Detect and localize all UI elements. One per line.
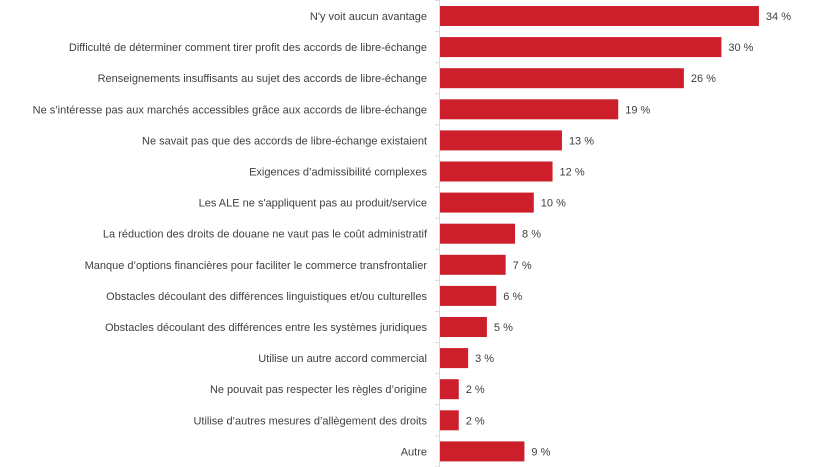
- category-label: Manque d’options financières pour facili…: [85, 260, 428, 272]
- category-label: Ne pouvait pas respecter les règles d’or…: [210, 384, 427, 396]
- category-label: La réduction des droits de douane ne vau…: [103, 229, 428, 241]
- data-label: 30 %: [728, 42, 753, 54]
- data-label: 5 %: [494, 322, 513, 334]
- bar: [440, 317, 487, 337]
- category-label: Renseignements insuffisants au sujet des…: [98, 73, 427, 85]
- category-label: Exigences d’admissibilité complexes: [249, 167, 427, 179]
- bar: [440, 254, 506, 275]
- category-label: Obstacles découlant des différences entr…: [105, 322, 428, 334]
- bar: [440, 161, 553, 182]
- bar: [440, 348, 469, 369]
- bar: [440, 99, 619, 120]
- bar: [440, 37, 722, 58]
- data-label: 8 %: [522, 229, 541, 241]
- bar: [440, 223, 516, 244]
- data-label: 12 %: [560, 167, 585, 179]
- category-label: Obstacles découlant des différences ling…: [106, 291, 427, 303]
- data-label: 2 %: [466, 384, 485, 396]
- category-label: Utilise un autre accord commercial: [258, 353, 427, 365]
- category-label: Difficulté de déterminer comment tirer p…: [69, 42, 427, 54]
- data-label: 34 %: [766, 11, 791, 23]
- bar: [440, 68, 684, 89]
- bar: [440, 192, 534, 213]
- bar: [440, 379, 459, 400]
- data-label: 26 %: [691, 73, 716, 85]
- category-label: Utilise d’autres mesures d’allègement de…: [193, 415, 427, 427]
- bar: [440, 410, 459, 431]
- category-label: N'y voit aucun avantage: [310, 11, 427, 23]
- category-label: Les ALE ne s'appliquent pas au produit/s…: [199, 198, 427, 210]
- category-label: Ne savait pas que des accords de libre-é…: [142, 135, 427, 147]
- data-label: 19 %: [625, 104, 650, 116]
- bar: [440, 130, 562, 151]
- data-label: 6 %: [503, 291, 522, 303]
- bar: [440, 285, 497, 306]
- category-label: Ne s’intéresse pas aux marchés accessibl…: [33, 104, 427, 116]
- bar: [440, 6, 759, 26]
- data-label: 3 %: [475, 353, 494, 365]
- data-label: 2 %: [466, 415, 485, 427]
- data-label: 7 %: [513, 260, 532, 272]
- data-label: 10 %: [541, 198, 566, 210]
- bar: [440, 441, 525, 462]
- category-label: Autre: [401, 446, 427, 458]
- data-label: 13 %: [569, 135, 594, 147]
- data-label: 9 %: [531, 446, 550, 458]
